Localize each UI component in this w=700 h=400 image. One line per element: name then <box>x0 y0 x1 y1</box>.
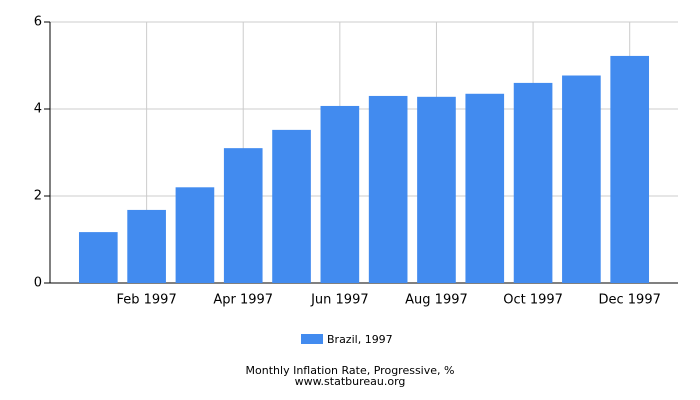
x-tick-label: Oct 1997 <box>503 293 563 308</box>
bar <box>127 209 166 283</box>
x-tick-label: Dec 1997 <box>599 293 661 308</box>
legend-swatch <box>301 334 323 344</box>
bar <box>320 105 360 283</box>
bar <box>272 129 311 283</box>
legend-label: Brazil, 1997 <box>327 333 393 346</box>
y-tick-label: 6 <box>34 15 42 30</box>
y-tick-label: 2 <box>34 189 42 204</box>
x-tick-label: Apr 1997 <box>213 293 273 308</box>
chart-subtitle: www.statbureau.org <box>295 375 406 388</box>
bar <box>78 232 118 283</box>
x-tick-label: Aug 1997 <box>405 293 468 308</box>
bar <box>175 187 215 283</box>
x-tick-label: Jun 1997 <box>310 293 369 308</box>
bar <box>562 75 601 283</box>
bar <box>368 95 408 283</box>
bar <box>465 93 505 284</box>
y-tick-label: 4 <box>34 102 42 117</box>
bar <box>610 55 650 284</box>
bar <box>223 148 263 283</box>
x-tick-label: Feb 1997 <box>116 293 176 308</box>
y-tick-label: 0 <box>34 276 42 291</box>
bar <box>417 96 456 283</box>
bar <box>513 82 553 284</box>
chart-title: Monthly Inflation Rate, Progressive, % <box>246 364 455 377</box>
